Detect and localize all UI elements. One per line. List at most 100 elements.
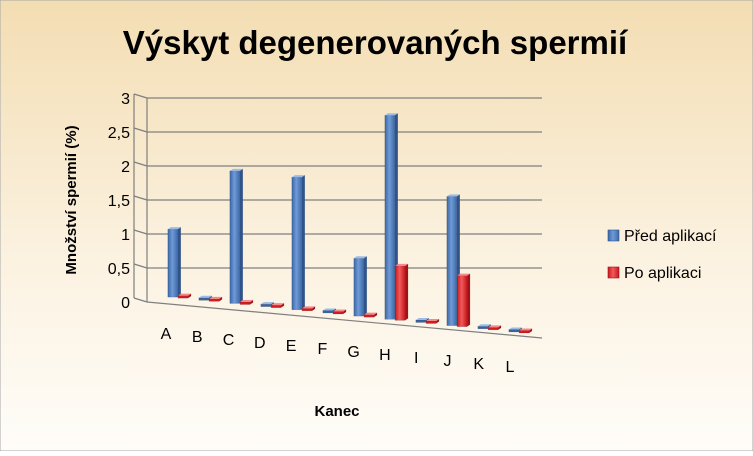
legend-label-0: Před aplikací — [624, 228, 717, 245]
y-tick-label: 0,5 — [108, 261, 130, 278]
bar-front — [353, 258, 365, 317]
y-tick-label: 0 — [121, 295, 130, 312]
y-tick-label: 2 — [121, 159, 130, 176]
bar-top — [291, 175, 305, 178]
bar-front — [477, 326, 489, 330]
bar-Po aplikaci-L — [518, 328, 533, 334]
gridline-side — [133, 263, 148, 269]
y-axis-label: Množství spermií (%) — [63, 125, 80, 274]
bar-front — [260, 303, 272, 307]
x-tick-label: C — [223, 332, 235, 349]
gridline-side — [133, 93, 148, 99]
bar-Po aplikaci-G — [363, 312, 378, 318]
bar-top — [302, 306, 316, 309]
bar-top — [198, 295, 212, 298]
x-tick-label: F — [317, 341, 327, 358]
x-tick-label: K — [473, 356, 484, 373]
bar-Po aplikaci-F — [332, 309, 347, 315]
gridline-side — [133, 229, 148, 235]
bar-front — [270, 304, 282, 308]
bar-Před aplikací-E — [291, 175, 305, 311]
bar-front — [301, 308, 313, 312]
bar-front — [384, 115, 396, 320]
bar-Po aplikaci-I — [425, 318, 440, 324]
bar-top — [209, 296, 223, 299]
bar-Po aplikaci-J — [456, 273, 471, 327]
bar-top — [271, 303, 285, 306]
bar-top — [508, 327, 522, 330]
bar-top — [167, 227, 181, 230]
bar-side — [177, 227, 181, 298]
bar-side — [498, 325, 502, 330]
bar-front — [415, 319, 427, 323]
bar-side — [188, 293, 192, 299]
y-tick-label: 2,5 — [108, 125, 130, 142]
bar-Před aplikací-C — [229, 168, 243, 304]
bar-front — [322, 310, 334, 314]
gridline — [146, 301, 543, 339]
bar-front — [508, 329, 520, 333]
bar-side — [363, 256, 367, 317]
x-tick-label: E — [286, 338, 297, 355]
bar-top — [446, 194, 460, 197]
bar-side — [250, 299, 254, 305]
bar-front — [167, 228, 179, 298]
bar-top — [353, 256, 367, 259]
bar-top — [384, 113, 398, 116]
gridline-side — [133, 297, 148, 303]
y-tick-label: 3 — [121, 91, 130, 108]
bar-Před aplikací-B — [198, 295, 212, 301]
bar-top — [477, 324, 491, 327]
x-tick-label: L — [506, 359, 515, 376]
legend-swatch-0 — [607, 229, 620, 242]
bar-top — [395, 263, 409, 266]
bar-front — [229, 170, 241, 304]
bar-Po aplikaci-E — [301, 306, 316, 312]
bar-Po aplikaci-D — [270, 303, 285, 308]
x-tick-label: B — [192, 329, 203, 346]
bar-front — [363, 314, 375, 318]
x-axis-ticks: A B C D E F G H I J K L — [161, 326, 515, 376]
bar-side — [436, 318, 440, 324]
bar-front — [394, 265, 406, 321]
bar-Před aplikací-A — [167, 227, 181, 298]
bar-Po aplikaci-H — [394, 263, 409, 321]
bar-front — [518, 330, 530, 334]
bar-top — [457, 273, 471, 276]
bar-side — [301, 175, 305, 310]
bar-front — [239, 301, 251, 305]
bar-side — [312, 306, 316, 311]
bar-top — [229, 168, 243, 171]
legend-swatch-1 — [607, 266, 620, 279]
bar-top — [240, 299, 254, 302]
legend-label-1: Po aplikaci — [624, 265, 701, 282]
bar-side — [219, 296, 223, 302]
bar-front — [291, 176, 303, 311]
bar-Po aplikaci-B — [208, 296, 223, 302]
y-tick-label: 1 — [121, 227, 130, 244]
bar-top — [322, 308, 336, 311]
bar-front — [487, 327, 499, 331]
x-axis-label: Kanec — [314, 403, 359, 420]
bar-side — [374, 312, 378, 318]
bar-Po aplikaci-C — [239, 299, 254, 305]
bar-Po aplikaci-K — [487, 325, 502, 331]
bar-front — [425, 320, 437, 324]
chart-title: Výskyt degenerovaných spermií — [123, 24, 629, 61]
bar-side — [405, 263, 409, 321]
bar-top — [178, 293, 192, 296]
bars — [167, 113, 533, 334]
bar-top — [415, 317, 429, 320]
bar-top — [260, 302, 274, 305]
bar-top — [364, 312, 378, 315]
bar-side — [281, 303, 285, 308]
bar-side — [529, 328, 533, 333]
gridlines — [133, 93, 543, 339]
bar-front — [208, 298, 220, 302]
bar-front — [332, 311, 344, 315]
gridline-side — [133, 195, 148, 201]
bar-Před aplikací-G — [353, 256, 367, 317]
